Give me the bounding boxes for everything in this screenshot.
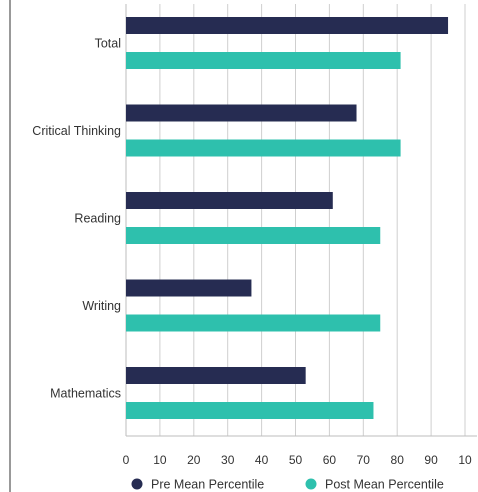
legend-label-pre-mean-percentile: Pre Mean Percentile [151,478,264,492]
category-label-total: Total [95,37,121,51]
x-tick-label: 0 [123,453,130,467]
x-tick-label: 90 [424,453,438,467]
x-tick-label: 50 [289,453,303,467]
x-tick-label: 10 [458,453,472,467]
bar-pre-mean-percentile-reading [126,192,333,209]
legend: Pre Mean Percentile Post Mean Percentile [131,478,444,492]
x-axis-ticks: 0 10 20 30 40 50 60 70 80 90 10 [123,453,472,467]
bar-pre-mean-percentile-critical-thinking [126,104,357,122]
legend-marker-post-mean-percentile [305,478,317,490]
category-labels: Total Critical Thinking Reading Writing Math… [32,37,121,401]
x-tick-label: 40 [255,453,269,467]
bar-post-mean-percentile-reading [126,227,381,244]
legend-label-post-mean-percentile: Post Mean Percentile [325,478,444,492]
bar-post-mean-percentile-mathematics [126,402,374,419]
category-label-reading: Reading [74,212,121,226]
x-tick-label: 60 [323,453,337,467]
bar-post-mean-percentile-critical-thinking [126,139,401,157]
legend-marker-pre-mean-percentile [131,478,143,490]
bar-post-mean-percentile-writing [126,314,381,332]
bar-pre-mean-percentile-total [126,17,449,34]
bar-post-mean-percentile-total [126,52,401,69]
x-tick-label: 70 [357,453,371,467]
x-tick-label: 20 [187,453,201,467]
category-label-writing: Writing [82,299,121,313]
bars [126,17,449,419]
gridlines [125,4,477,437]
x-tick-label: 30 [221,453,235,467]
x-tick-label: 10 [153,453,167,467]
bar-pre-mean-percentile-mathematics [126,367,306,384]
bar-pre-mean-percentile-writing [126,279,252,297]
category-label-mathematics: Mathematics [50,387,121,401]
category-label-critical-thinking: Critical Thinking [32,124,121,138]
x-tick-label: 80 [391,453,405,467]
